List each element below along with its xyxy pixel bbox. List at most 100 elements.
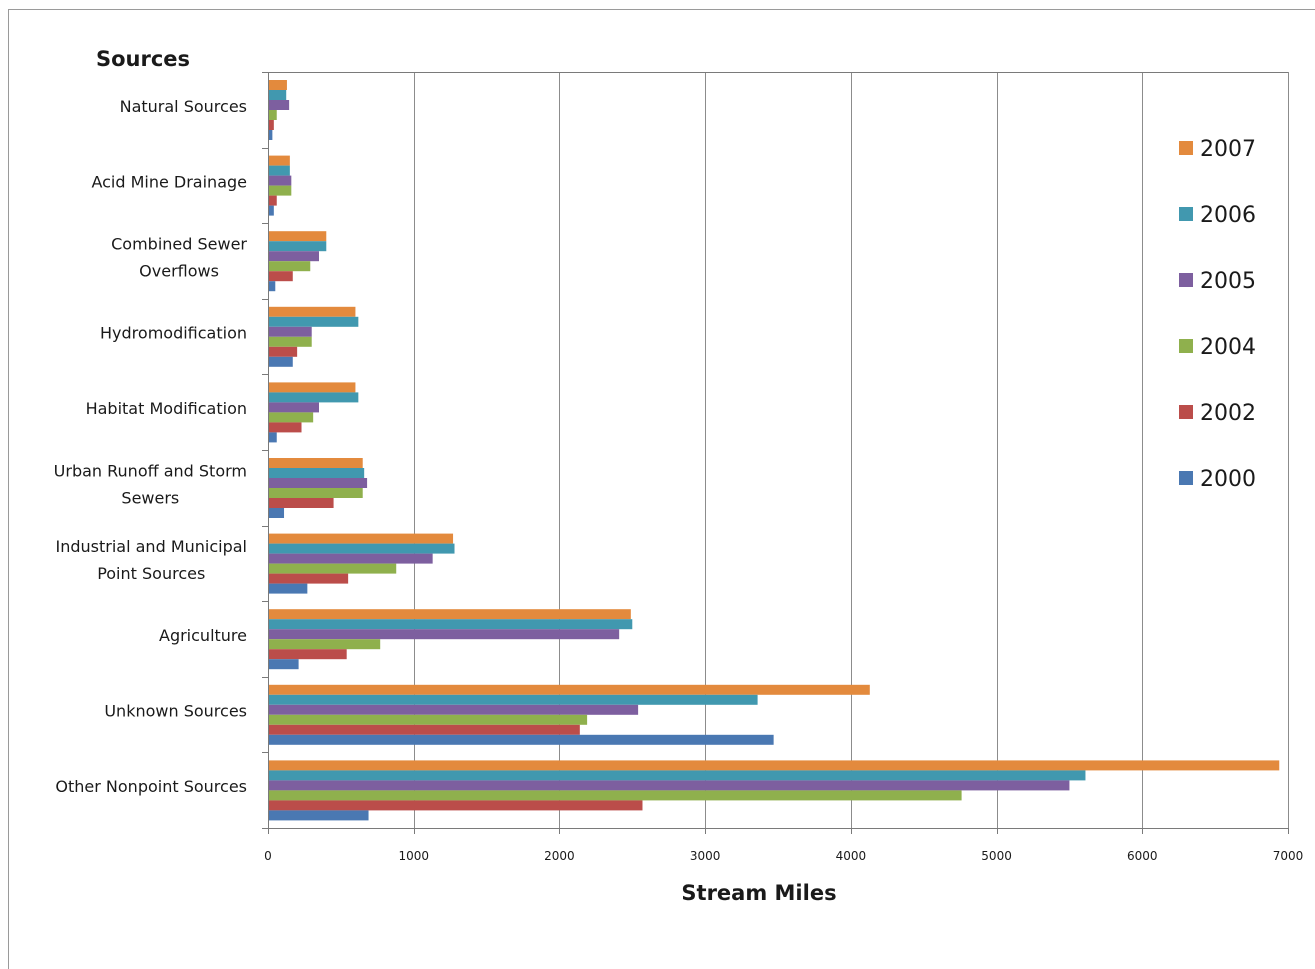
- category-label-line: Overflows: [139, 262, 219, 281]
- bar-2005: [268, 175, 292, 186]
- bar-2006: [268, 619, 633, 630]
- bar-2000: [268, 810, 369, 821]
- bar-2000: [268, 130, 273, 140]
- legend-label-2000: 2000: [1200, 467, 1256, 492]
- bar-2002: [268, 195, 277, 206]
- bar-2002: [268, 573, 349, 584]
- bar-2006: [268, 316, 359, 327]
- bar-2004: [268, 412, 314, 423]
- bar-2007: [268, 533, 454, 544]
- bar-2000: [268, 508, 285, 518]
- legend-swatch-2007: [1179, 141, 1193, 155]
- bar-2004: [268, 714, 588, 725]
- bar-2006: [268, 468, 365, 478]
- x-tick-label: 0: [264, 849, 272, 863]
- category-label: Habitat Modification: [86, 399, 247, 418]
- bar-2007: [268, 760, 1280, 771]
- category-label: Other Nonpoint Sources: [55, 777, 247, 796]
- x-tick-label: 4000: [836, 849, 867, 863]
- category-label: Agriculture: [159, 626, 247, 645]
- bar-2006: [268, 770, 1086, 781]
- bar-2007: [268, 80, 287, 90]
- legend-label-2007: 2007: [1200, 137, 1256, 162]
- bar-2004: [268, 336, 312, 347]
- bar-2007: [268, 306, 356, 317]
- bar-2002: [268, 800, 643, 811]
- bar-2005: [268, 478, 368, 488]
- y-axis-title: Sources: [96, 47, 190, 71]
- bar-2007: [268, 609, 631, 620]
- bar-2005: [268, 553, 433, 564]
- bar-2004: [268, 488, 363, 498]
- bar-2005: [268, 629, 620, 640]
- bar-2004: [268, 639, 381, 650]
- category-label: Industrial and Municipal Point Sources: [56, 537, 248, 583]
- legend-swatch-2005: [1179, 273, 1193, 287]
- bar-2002: [268, 724, 580, 735]
- x-tick-label: 5000: [981, 849, 1012, 863]
- category-label: Urban Runoff and Storm Sewers: [54, 461, 247, 507]
- legend-label-2004: 2004: [1200, 335, 1256, 360]
- bar-2005: [268, 402, 319, 413]
- bar-2000: [268, 659, 299, 670]
- bar-2005: [268, 704, 639, 715]
- bar-2007: [268, 155, 290, 166]
- bar-2005: [268, 100, 290, 110]
- x-axis-title: Stream Miles: [681, 881, 836, 905]
- legend-swatch-2000: [1179, 471, 1193, 485]
- bar-2005: [268, 251, 319, 262]
- bar-2007: [268, 458, 363, 468]
- x-tick-labels: 0 1000 2000 3000 4000 5000 6000 7000: [264, 849, 1303, 863]
- bar-2006: [268, 165, 290, 176]
- bar-2002: [268, 649, 347, 660]
- bar-2000: [268, 583, 308, 594]
- bar-2002: [268, 346, 298, 357]
- bar-2002: [268, 422, 302, 433]
- bar-2000: [268, 205, 274, 216]
- bar-2000: [268, 432, 277, 443]
- category-label: Unknown Sources: [104, 702, 247, 721]
- category-label: Acid Mine Drainage: [91, 172, 247, 191]
- bar-2002: [268, 498, 334, 508]
- x-tick-label: 6000: [1127, 849, 1158, 863]
- category-label: Hydromodification: [100, 324, 247, 343]
- category-label: Natural Sources: [120, 97, 247, 116]
- axes: [262, 72, 1289, 834]
- bar-2002: [268, 120, 274, 130]
- category-label-line: Industrial and Municipal: [56, 537, 248, 556]
- bar-2005: [268, 780, 1070, 791]
- bar-2004: [268, 185, 292, 196]
- bar-2007: [268, 382, 356, 393]
- bar-2005: [268, 326, 312, 337]
- bars: [268, 80, 1280, 821]
- x-tick-label: 1000: [398, 849, 429, 863]
- category-label-line: Point Sources: [97, 564, 205, 583]
- x-tick-label: 3000: [690, 849, 721, 863]
- legend-swatch-2002: [1179, 405, 1193, 419]
- bar-2006: [268, 694, 758, 705]
- bar-2004: [268, 790, 962, 801]
- category-label-line: Urban Runoff and Storm: [54, 461, 247, 480]
- bar-2000: [268, 281, 276, 292]
- legend-label-2005: 2005: [1200, 269, 1256, 294]
- bar-2007: [268, 684, 870, 695]
- category-labels: Natural Sources Acid Mine Drainage Combine…: [54, 97, 248, 796]
- chart-frame: [8, 9, 1315, 969]
- legend-swatch-2004: [1179, 339, 1193, 353]
- category-label-line: Combined Sewer: [111, 235, 247, 254]
- bar-2004: [268, 110, 277, 120]
- bar-2006: [268, 392, 359, 403]
- bar-2006: [268, 241, 327, 252]
- legend-swatch-2006: [1179, 207, 1193, 221]
- bar-2000: [268, 734, 774, 745]
- legend-label-2002: 2002: [1200, 401, 1256, 426]
- bar-2004: [268, 261, 311, 272]
- x-tick-label: 2000: [544, 849, 575, 863]
- bar-2002: [268, 271, 293, 282]
- bar-2007: [268, 231, 327, 242]
- category-label: Combined Sewer Overflows: [111, 235, 247, 281]
- bar-2006: [268, 90, 287, 100]
- bar-2006: [268, 543, 455, 554]
- x-tick-label: 7000: [1273, 849, 1304, 863]
